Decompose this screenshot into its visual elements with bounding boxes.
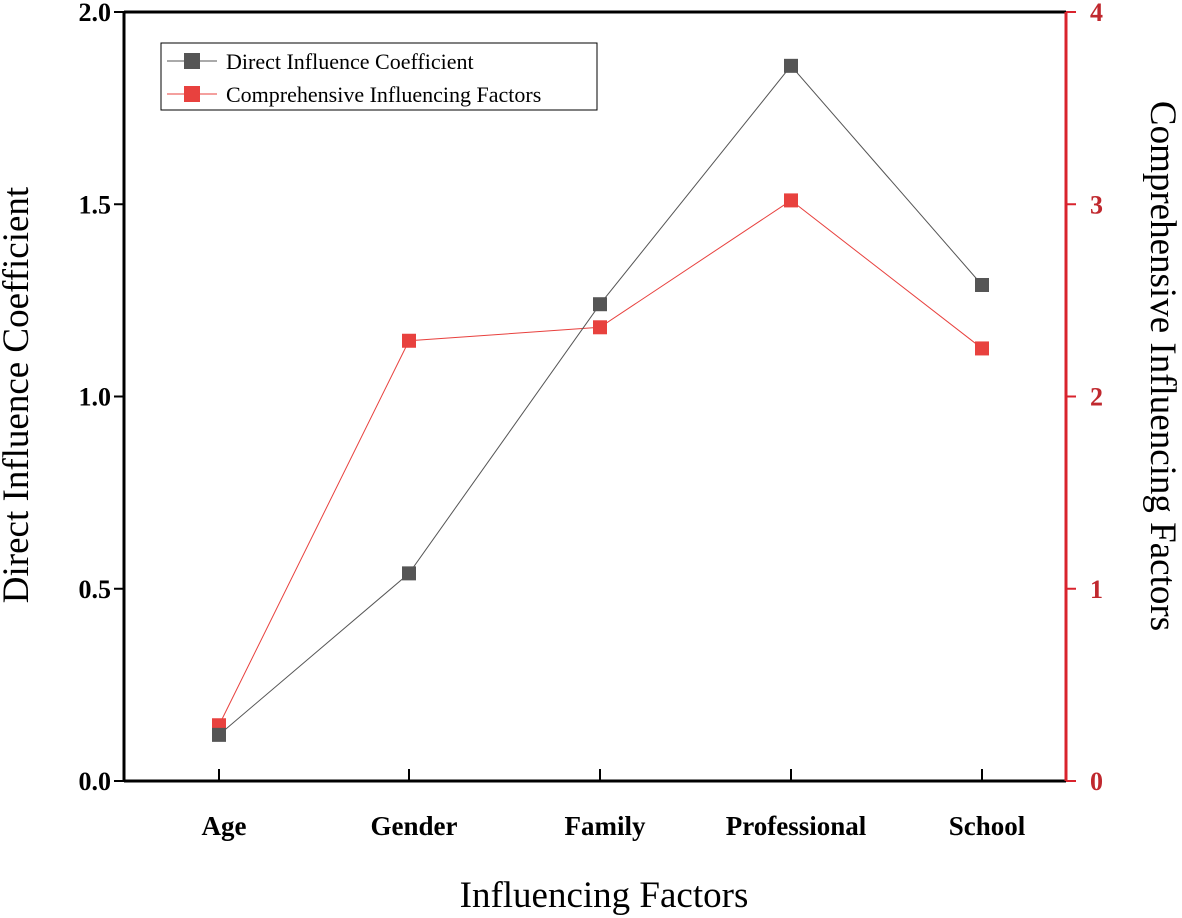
- right-tick-label: 1: [1090, 575, 1103, 604]
- left-tick-label: 0.5: [79, 575, 112, 604]
- legend-label-comprehensive: Comprehensive Influencing Factors: [226, 82, 541, 107]
- data-point-direct: [593, 297, 607, 312]
- series-line-comprehensive: [218, 199, 983, 726]
- data-point-direct: [212, 727, 226, 742]
- y-axis-title-left: Direct Influence Coefficient: [0, 186, 37, 603]
- data-point-comprehensive: [975, 341, 989, 356]
- data-point-comprehensive: [402, 333, 416, 348]
- right-tick-label: 2: [1090, 383, 1103, 412]
- right-tick-label: 3: [1090, 190, 1103, 219]
- left-tick-label: 1.5: [79, 190, 112, 219]
- left-tick-label: 1.0: [79, 383, 112, 412]
- y-axis-title-right: Comprehensive Influencing Factors: [1142, 101, 1182, 631]
- series-layer: [212, 58, 989, 742]
- left-tick-label: 2.0: [79, 0, 112, 27]
- x-tick-label: Gender: [371, 811, 458, 841]
- series-line-direct: [218, 65, 983, 736]
- x-tick-label: Professional: [726, 811, 867, 841]
- legend-marker-direct: [184, 53, 200, 69]
- right-axis-ticks: 0 1 2 3 4: [1066, 0, 1103, 796]
- legend-item-comprehensive: Comprehensive Influencing Factors: [167, 82, 541, 107]
- data-point-direct: [402, 566, 416, 581]
- x-axis-ticks: Age Gender Family Professional School: [202, 769, 1026, 841]
- data-point-comprehensive: [784, 193, 798, 208]
- legend-label-direct: Direct Influence Coefficient: [226, 49, 474, 74]
- data-point-comprehensive: [593, 320, 607, 335]
- right-tick-label: 0: [1090, 767, 1103, 796]
- legend-box: [160, 42, 598, 111]
- data-point-direct: [975, 277, 989, 292]
- right-tick-label: 4: [1090, 0, 1103, 27]
- x-tick-label: Age: [202, 811, 247, 841]
- left-axis-ticks: 0.0 0.5 1.0 1.5 2.0: [79, 0, 124, 796]
- data-point-direct: [784, 58, 798, 73]
- x-tick-label: Family: [565, 811, 646, 841]
- left-tick-label: 0.0: [79, 767, 112, 796]
- x-axis-title: Influencing Factors: [460, 875, 749, 916]
- legend: Direct Influence Coefficient Comprehensi…: [160, 42, 598, 111]
- legend-marker-comprehensive: [184, 86, 200, 102]
- x-tick-label: School: [949, 811, 1026, 841]
- legend-item-direct: Direct Influence Coefficient: [167, 49, 474, 74]
